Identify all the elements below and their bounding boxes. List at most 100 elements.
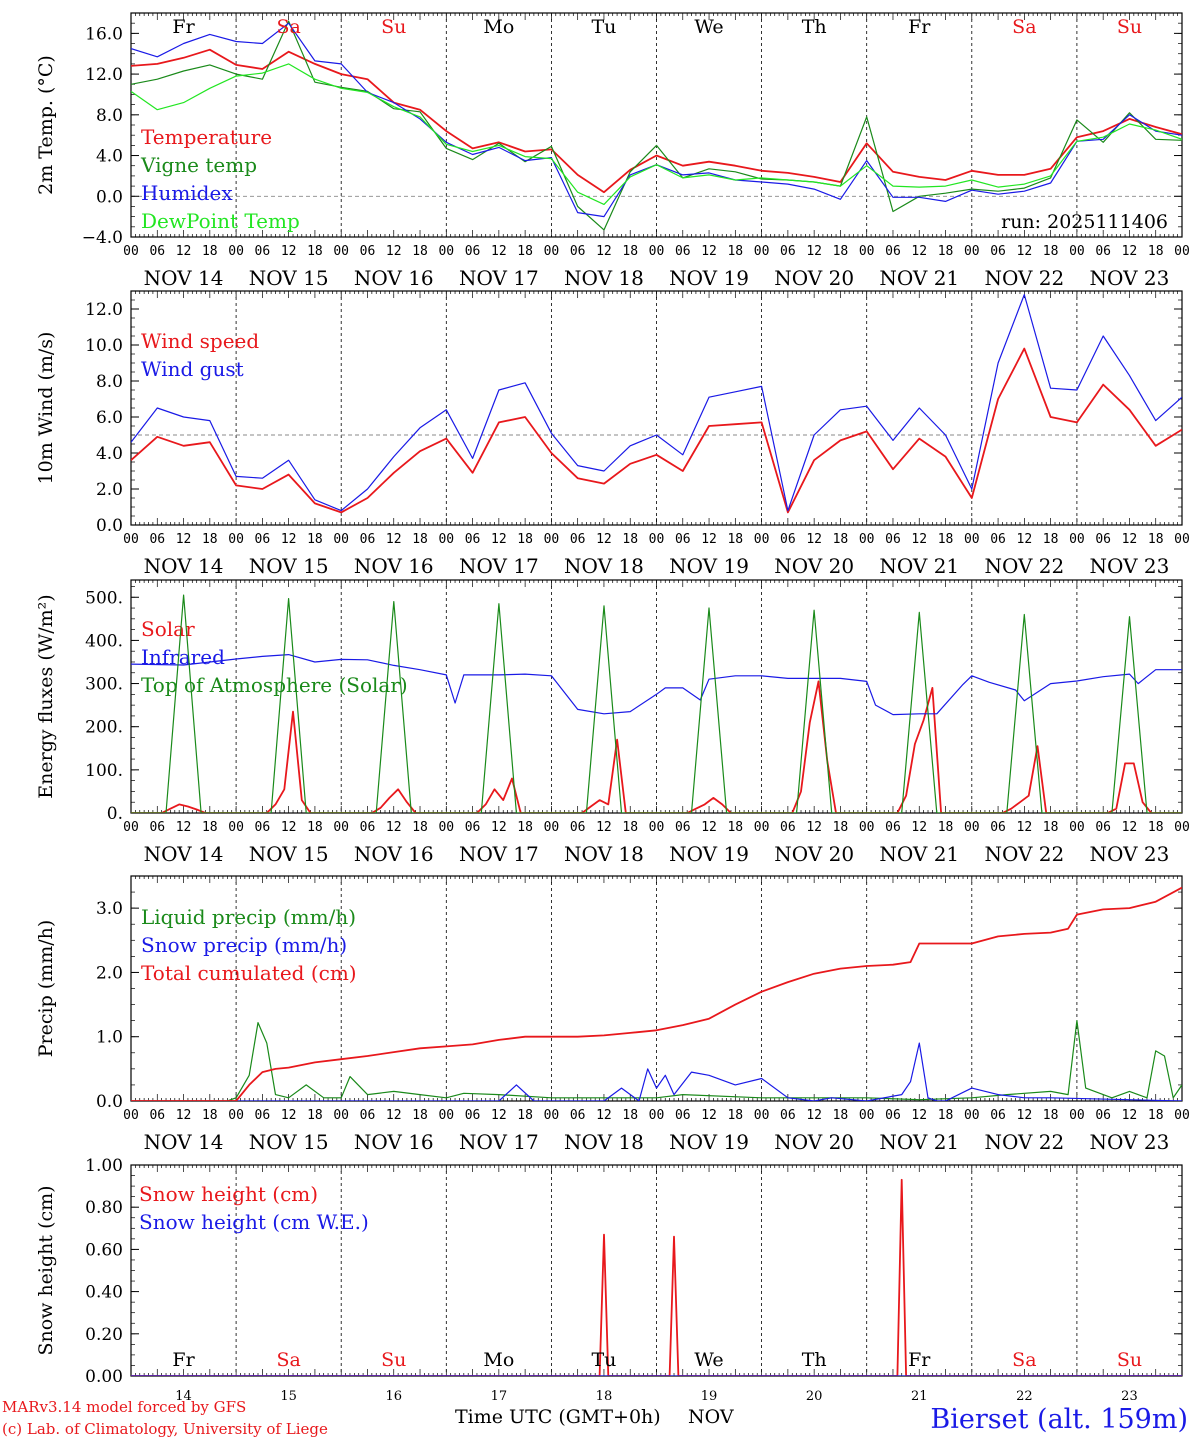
hour-tick-label: 18: [833, 1108, 849, 1123]
hour-tick-label: 00: [333, 1108, 349, 1123]
hour-tick-label: 18: [307, 1108, 323, 1123]
hour-tick-label: 18: [622, 244, 638, 259]
hour-tick-label: 06: [1095, 244, 1111, 259]
hour-tick-label: 06: [675, 532, 691, 547]
hour-tick-label: 06: [570, 1108, 586, 1123]
hour-tick-label: 00: [649, 532, 665, 547]
day-number-label: 22: [1016, 1389, 1033, 1404]
hour-tick-label: 00: [1174, 1108, 1190, 1123]
hour-tick-label: 18: [1043, 532, 1059, 547]
hour-tick-label: 18: [1148, 1108, 1164, 1123]
x-axis-title: Time UTC (GMT+0h): [455, 1406, 661, 1428]
hour-tick-label: 12: [911, 1108, 927, 1123]
hour-tick-label: 18: [622, 532, 638, 547]
y-tick-label: 16.0: [85, 24, 123, 44]
hour-tick-label: 06: [570, 532, 586, 547]
hour-tick-label: 00: [649, 820, 665, 835]
hour-tick-label: 12: [596, 1108, 612, 1123]
hour-tick-label: 18: [307, 532, 323, 547]
date-label: NOV 16: [354, 266, 434, 290]
hour-tick-label: 06: [780, 1108, 796, 1123]
hour-tick-label: 12: [911, 820, 927, 835]
hour-tick-label: 06: [360, 1108, 376, 1123]
hour-tick-label: 00: [228, 820, 244, 835]
hour-tick-label: 18: [202, 532, 218, 547]
day-label: Fr: [172, 16, 195, 38]
hour-tick-label: 12: [596, 244, 612, 259]
day-label: Fr: [908, 1349, 931, 1371]
hour-tick-label: 12: [806, 532, 822, 547]
day-number-label: 18: [596, 1389, 613, 1404]
day-label: Mo: [483, 1349, 514, 1371]
date-label: NOV 22: [984, 266, 1064, 290]
series-line-infrared: [131, 653, 1182, 716]
date-label: NOV 17: [459, 266, 539, 290]
hour-tick-label: 06: [255, 244, 271, 259]
y-tick-label: 4.0: [96, 444, 123, 464]
hour-tick-label: 12: [1017, 1108, 1033, 1123]
legend-entry: Wind gust: [141, 357, 244, 381]
y-tick-label: 12.0: [85, 65, 123, 85]
hour-tick-label: 12: [1122, 244, 1138, 259]
panel-energy: 0. 100. 200. 300. 400. 500. Energy fluxes (W/m…: [35, 579, 1190, 866]
hour-tick-label: 06: [255, 820, 271, 835]
hour-tick-label: 06: [149, 532, 165, 547]
hour-tick-label: 12: [386, 1108, 402, 1123]
y-tick-label: 1.00: [85, 1156, 123, 1176]
date-label: NOV 20: [774, 842, 854, 866]
hour-tick-label: 06: [990, 532, 1006, 547]
date-label: NOV 20: [774, 554, 854, 578]
hour-tick-label: 06: [675, 1108, 691, 1123]
hour-tick-label: 12: [176, 1108, 192, 1123]
date-label: NOV 22: [984, 554, 1064, 578]
hour-tick-label: 18: [1148, 820, 1164, 835]
hour-tick-label: 12: [806, 244, 822, 259]
series-line-snow-precip-mm-h: [131, 1042, 1182, 1101]
series-line-top-of-atmosphere-solar: [131, 594, 1182, 813]
day-number-label: 23: [1121, 1389, 1138, 1404]
hour-tick-label: 18: [202, 820, 218, 835]
hour-tick-label: 00: [1174, 820, 1190, 835]
series-line-snow-height-cm: [131, 1178, 1182, 1376]
y-tick-label: 0.80: [85, 1198, 123, 1218]
date-label: NOV 19: [669, 266, 749, 290]
date-label: NOV 16: [354, 1130, 434, 1154]
day-label: Sa: [276, 1349, 300, 1371]
series-line-wind-gust: [131, 294, 1182, 512]
y-tick-label: 400.: [85, 631, 123, 651]
month-label: NOV: [688, 1406, 734, 1428]
legend-entry: Vigne temp: [140, 153, 257, 177]
hour-tick-label: 06: [149, 1108, 165, 1123]
hour-tick-label: 18: [202, 1108, 218, 1123]
hour-tick-label: 12: [176, 244, 192, 259]
hour-tick-label: 06: [465, 1108, 481, 1123]
hour-tick-label: 12: [1122, 1108, 1138, 1123]
date-label: NOV 16: [354, 554, 434, 578]
hour-tick-label: 18: [727, 532, 743, 547]
y-tick-label: 0.20: [85, 1325, 123, 1345]
y-tick-label: 500.: [85, 588, 123, 608]
hour-tick-label: 18: [307, 820, 323, 835]
y-tick-label: 0.00: [85, 1367, 123, 1387]
day-label: Fr: [908, 16, 931, 38]
legend-entry: Temperature: [141, 125, 272, 149]
date-label: NOV 14: [144, 1130, 224, 1154]
panel-wind: 0.0 2.0 4.0 6.0 8.0 10.0 12.0 10m Wind (m/s) Win…: [35, 290, 1190, 578]
hour-tick-label: 00: [649, 1108, 665, 1123]
y-tick-label: 0.0: [96, 1092, 123, 1112]
y-tick-label: 0.0: [96, 516, 123, 536]
hour-tick-label: 18: [412, 244, 428, 259]
day-number-label: 17: [491, 1389, 508, 1404]
hour-tick-label: 12: [281, 1108, 297, 1123]
day-label: Sa: [1012, 1349, 1036, 1371]
hour-tick-label: 12: [491, 532, 507, 547]
hour-tick-label: 00: [228, 244, 244, 259]
day-label: We: [694, 1349, 723, 1371]
day-label: Fr: [172, 1349, 195, 1371]
hour-tick-label: 06: [570, 244, 586, 259]
day-label: Th: [802, 16, 827, 38]
hour-tick-label: 06: [1095, 1108, 1111, 1123]
hour-tick-label: 00: [964, 1108, 980, 1123]
day-label: Su: [381, 16, 406, 38]
station-label: Bierset (alt. 159m): [930, 1404, 1188, 1435]
